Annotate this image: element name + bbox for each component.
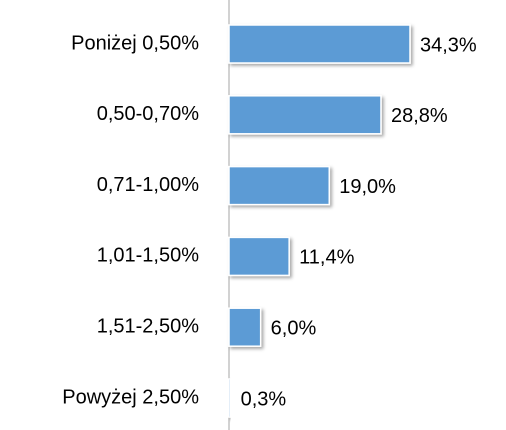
bar <box>228 378 232 418</box>
value-label: 34,3% <box>420 34 477 56</box>
bar <box>228 165 331 206</box>
value-label: 19,0% <box>339 176 396 198</box>
category-label: 0,50-0,70% <box>97 103 200 125</box>
bar <box>228 307 262 347</box>
category-label: Powyżej 2,50% <box>62 386 199 408</box>
value-label: 28,8% <box>391 105 448 127</box>
value-label: 11,4% <box>299 247 354 269</box>
bar <box>228 95 382 135</box>
value-label: 0,3% <box>241 388 287 410</box>
category-label: 1,51-2,50% <box>97 315 200 337</box>
category-label: 0,71-1,00% <box>97 174 200 196</box>
bar <box>228 236 290 277</box>
bar <box>228 24 411 64</box>
category-label: Poniżej 0,50% <box>71 32 199 54</box>
category-label: 1,01-1,50% <box>97 245 200 267</box>
value-label: 6,0% <box>271 317 317 339</box>
